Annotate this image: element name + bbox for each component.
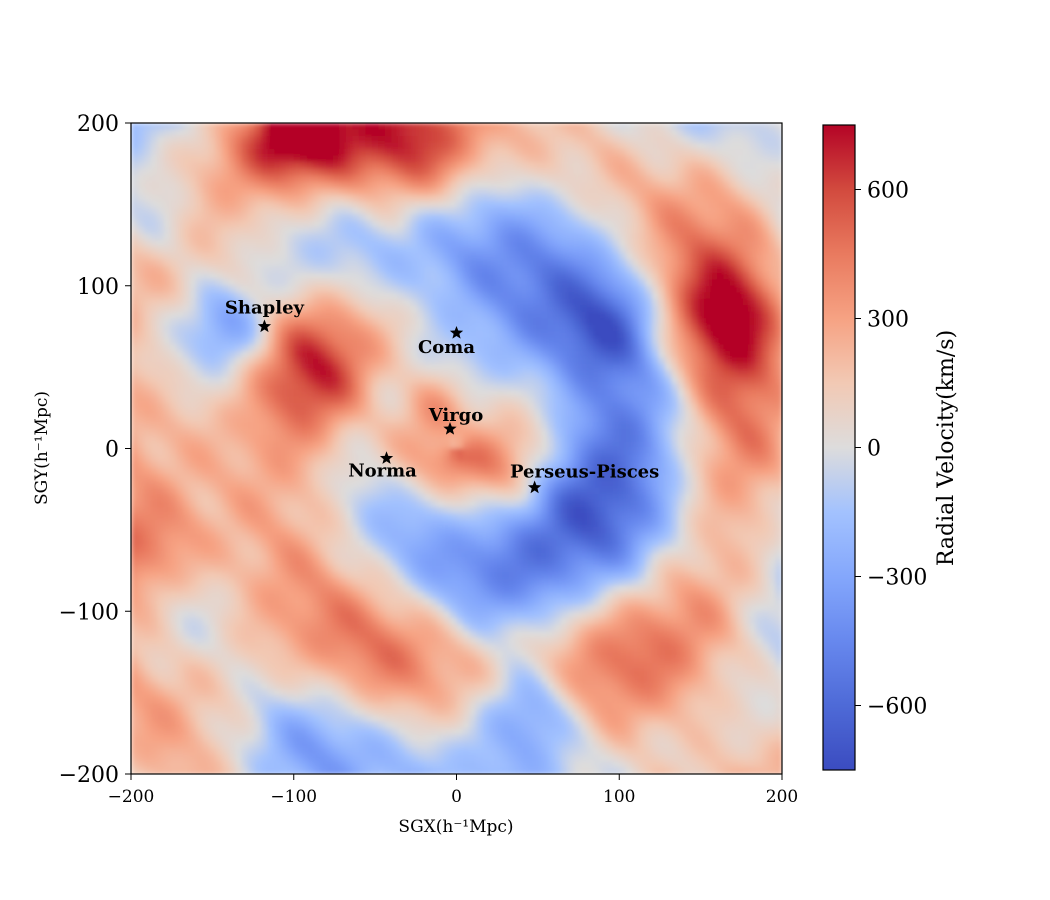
y-tick-label: 0: [105, 438, 119, 463]
annotation-label-perseus-pisces: Perseus-Pisces: [510, 462, 659, 483]
colorbar-tick-label: −300: [867, 566, 927, 591]
x-axis: −200 −100 0 100 200: [108, 774, 798, 807]
colorbar-axis: −600 −300 0 300 600: [855, 179, 927, 720]
star-marker-coma: [449, 325, 464, 339]
colorbar: [822, 124, 856, 771]
colorbar-tick-label: 300: [867, 308, 909, 333]
star-marker-perseus-pisces: [527, 480, 542, 494]
y-tick-label: −100: [59, 600, 119, 625]
annotation-label-norma: Norma: [348, 460, 417, 481]
star-marker-norma: [379, 451, 394, 464]
colorbar-tick-label: 0: [867, 437, 881, 462]
annotation-label-virgo: Virgo: [428, 405, 484, 426]
y-axis: −200 −100 0 100 200: [59, 112, 131, 788]
x-axis-label: SGX(h⁻¹Mpc): [398, 817, 513, 837]
cluster-annotations: Shapley Coma Virgo Norma Perseus-Pisces: [225, 297, 659, 494]
star-marker-virgo: [443, 421, 457, 435]
x-tick-label: −100: [270, 787, 317, 807]
annotation-label-coma: Coma: [418, 337, 475, 358]
colorbar-tick-label: 600: [867, 179, 909, 204]
y-tick-label: 200: [77, 112, 119, 137]
y-tick-label: 100: [77, 275, 119, 300]
y-tick-label: −200: [59, 763, 119, 788]
x-tick-label: 0: [451, 787, 462, 807]
x-tick-label: 200: [766, 787, 798, 807]
star-marker-shapley: [257, 319, 272, 333]
annotation-label-shapley: Shapley: [225, 297, 305, 318]
x-tick-label: 100: [603, 787, 635, 807]
colorbar-label: Radial Velocity(km/s): [934, 330, 959, 566]
heatmap-field: [131, 123, 782, 774]
colorbar-tick-label: −600: [867, 695, 927, 720]
heatmap-cells: [131, 123, 782, 774]
x-tick-label: −200: [108, 787, 155, 807]
y-axis-label: SGY(h⁻¹Mpc): [32, 391, 52, 505]
